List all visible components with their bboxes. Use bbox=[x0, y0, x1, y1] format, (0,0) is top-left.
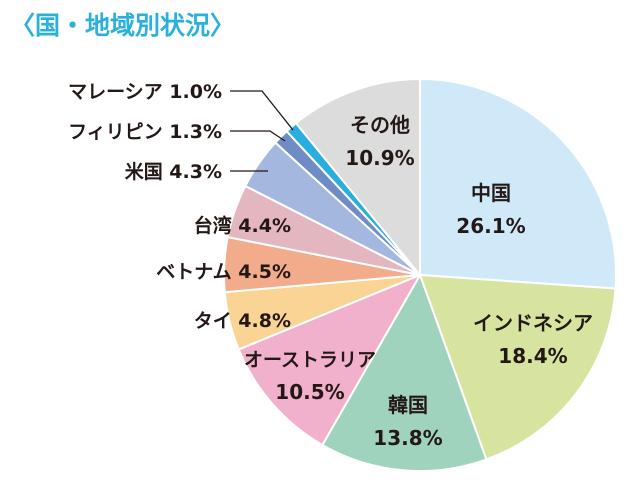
data-label: 13.8% bbox=[373, 426, 442, 450]
slice-label: その他 bbox=[350, 113, 410, 137]
slice-label: マレーシア 1.0% bbox=[68, 81, 222, 103]
leader-line bbox=[230, 130, 286, 142]
pie-slice bbox=[237, 272, 423, 447]
slice-label: タイ 4.8% bbox=[194, 310, 291, 332]
slice-label: 台湾 4.4% bbox=[194, 214, 291, 237]
pie-slice bbox=[320, 272, 488, 472]
chart-title: 〈国・地域別状況〉 bbox=[10, 11, 236, 40]
pie-slice bbox=[294, 77, 421, 278]
slice-label: 米国 4.3% bbox=[125, 160, 222, 183]
leader-line bbox=[230, 90, 294, 131]
slice-label: 中国 bbox=[471, 181, 511, 205]
data-label: 26.1% bbox=[456, 214, 525, 238]
data-label: 10.9% bbox=[345, 146, 414, 170]
slice-label: フィリピン 1.3% bbox=[68, 121, 222, 143]
slice-label: ベトナム 4.5% bbox=[156, 261, 291, 283]
slice-label: インドネシア bbox=[473, 311, 593, 335]
data-label: 10.5% bbox=[275, 380, 344, 404]
slice-label: オーストラリア bbox=[244, 349, 376, 371]
pie-slice bbox=[419, 77, 617, 290]
slice-label: 韓国 bbox=[388, 393, 428, 417]
data-label: 18.4% bbox=[498, 344, 567, 368]
pie-slice bbox=[418, 273, 617, 461]
